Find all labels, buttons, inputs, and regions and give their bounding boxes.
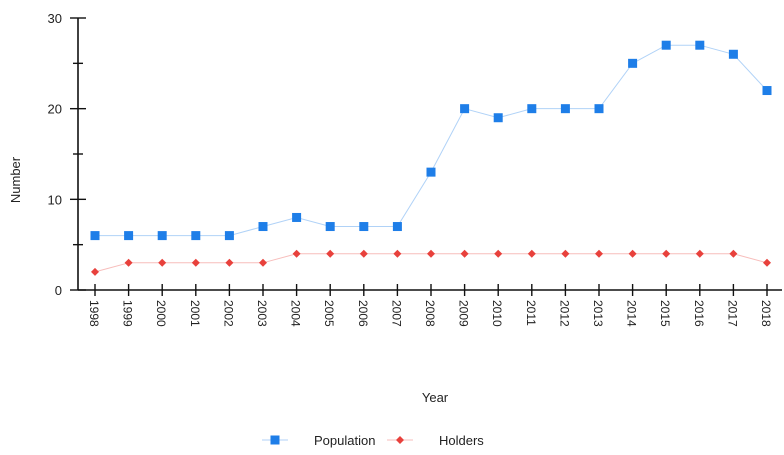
legend-item-population: Population <box>262 433 375 448</box>
x-tick-label: 2009 <box>457 300 471 327</box>
x-tick-label: 2017 <box>725 300 739 327</box>
x-tick-label: 2006 <box>356 300 370 327</box>
x-tick-label: 2007 <box>389 300 403 327</box>
y-axis-label: Number <box>8 156 23 203</box>
data-point <box>728 49 738 59</box>
x-tick-label: 2014 <box>625 300 639 327</box>
legend-label: Population <box>314 433 375 448</box>
y-tick-label: 0 <box>55 283 62 298</box>
data-point <box>661 40 671 50</box>
x-tick-label: 2005 <box>322 300 336 327</box>
data-point <box>359 222 369 232</box>
legend-label: Holders <box>439 433 484 448</box>
data-point <box>393 249 402 258</box>
data-point <box>292 249 301 258</box>
series-population <box>90 40 772 241</box>
data-point <box>527 249 536 258</box>
data-point <box>762 86 772 96</box>
axes: 0 10 20 30 1998 1999 2000 2001 2002 2003 2004 2005 2… <box>48 11 782 327</box>
x-tick-label: 2002 <box>221 300 235 327</box>
x-tick-label: 2018 <box>759 300 773 327</box>
y-tick-label: 20 <box>48 102 62 117</box>
x-tick-label: 2001 <box>188 300 202 327</box>
x-tick-label: 2011 <box>524 300 538 326</box>
data-point <box>258 222 268 232</box>
x-tick-label: 1999 <box>121 300 135 327</box>
x-tick-label: 2000 <box>154 300 168 327</box>
series-line <box>95 44 768 237</box>
data-point <box>124 258 133 267</box>
legend-marker <box>396 436 404 444</box>
x-tick-label: 2016 <box>692 300 706 327</box>
data-point <box>359 249 368 258</box>
series-holders <box>91 249 771 276</box>
x-tick-label: 2010 <box>490 300 504 327</box>
data-point <box>695 249 704 258</box>
data-point <box>763 258 771 267</box>
data-point <box>493 113 503 123</box>
y-tick-label: 10 <box>48 192 62 207</box>
x-axis-label: Year <box>422 390 449 405</box>
x-tick-label: 2012 <box>557 300 571 327</box>
series-layer <box>90 40 772 276</box>
data-point <box>392 222 402 232</box>
data-point <box>595 249 603 258</box>
x-tick-label: 2004 <box>289 300 303 327</box>
data-point <box>426 167 436 177</box>
y-tick-label: 30 <box>48 11 62 26</box>
data-point <box>561 249 570 258</box>
x-tick-label: 2015 <box>658 300 672 327</box>
data-point <box>325 222 335 232</box>
data-point <box>662 249 671 258</box>
data-point <box>729 249 738 258</box>
data-point <box>695 40 705 50</box>
data-point <box>124 231 134 241</box>
data-point <box>427 249 435 258</box>
data-point <box>460 249 469 258</box>
data-point <box>158 258 167 267</box>
data-point <box>225 258 234 267</box>
data-point <box>628 249 637 258</box>
data-point <box>91 267 99 276</box>
data-point <box>594 104 604 114</box>
x-tick-label: 1998 <box>87 300 101 327</box>
x-tick-label: 2013 <box>591 300 605 327</box>
legend-item-holders: Holders <box>387 433 484 448</box>
data-point <box>527 104 537 114</box>
data-point <box>191 258 200 267</box>
data-point <box>326 249 335 258</box>
x-tick-label: 2003 <box>255 300 269 327</box>
x-tick-label: 2008 <box>423 300 437 327</box>
legend: Population Holders <box>262 433 484 448</box>
legend-marker <box>270 435 280 445</box>
data-point <box>259 258 267 267</box>
data-point <box>560 104 570 114</box>
data-point <box>157 231 167 241</box>
data-point <box>191 231 201 241</box>
data-point <box>90 231 100 241</box>
data-point <box>494 249 503 258</box>
data-point <box>292 212 302 222</box>
data-point <box>628 58 638 68</box>
data-point <box>460 104 470 114</box>
data-point <box>224 231 234 241</box>
